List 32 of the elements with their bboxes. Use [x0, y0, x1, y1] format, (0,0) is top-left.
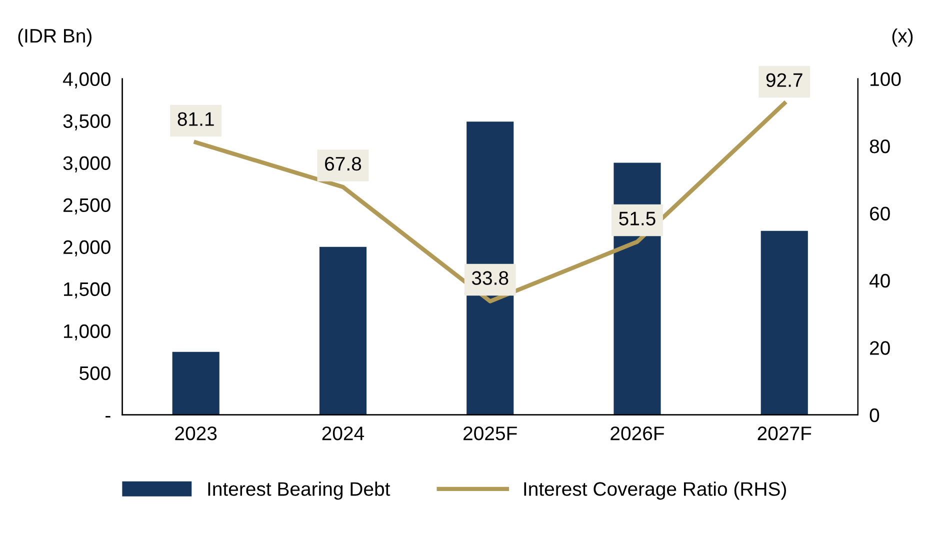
y2-tick-label: 80: [870, 139, 890, 154]
x-tick-label: 2023: [175, 426, 217, 440]
y-tick-label: 2,500: [64, 198, 110, 214]
x-tick-label: 2025F: [464, 426, 517, 440]
y-tick-label: 500: [80, 366, 110, 380]
x-tick-label: 2026F: [610, 426, 664, 440]
data-label: 33.8: [472, 271, 508, 285]
y-axis-title: (IDR Bn): [18, 28, 92, 47]
y-tick-label: -: [106, 416, 110, 418]
data-label: 92.7: [766, 73, 802, 87]
data-label: 81.1: [178, 112, 214, 126]
y2-tick-label: 0: [870, 408, 880, 422]
y2-tick-label: 60: [870, 206, 890, 220]
y-tick-label: 4,000: [62, 72, 110, 88]
y-tick-label: 1,500: [64, 282, 110, 298]
y-tick-label: 3,000: [63, 156, 110, 172]
data-label: 51.5: [619, 212, 656, 226]
data-label: 67.8: [325, 156, 362, 171]
y2-tick-label: 100: [870, 72, 901, 86]
bar: [172, 352, 220, 415]
y2-axis-title: (x): [892, 28, 913, 47]
y-tick-label: 2,000: [64, 240, 110, 256]
bar: [760, 230, 808, 415]
y2-tick-label: 20: [870, 341, 890, 355]
y-tick-label: 1,000: [64, 324, 110, 340]
x-tick-label: 2024: [322, 426, 364, 440]
bar: [319, 246, 367, 415]
y-tick-label: 3,500: [63, 114, 110, 130]
y2-tick-label: 40: [870, 274, 890, 288]
legend-label: Interest Coverage Ratio (RHS): [524, 482, 786, 500]
x-tick-label: 2027F: [758, 426, 812, 440]
legend-label: Interest Bearing Debt: [208, 482, 390, 500]
